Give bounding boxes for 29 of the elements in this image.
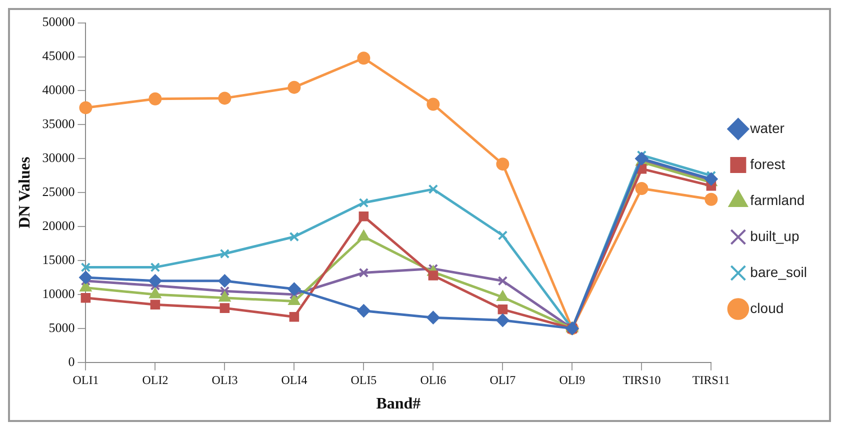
legend-label: farmland <box>750 192 805 208</box>
legend-label: built_up <box>750 228 800 244</box>
y-tick-label: 45000 <box>42 48 75 64</box>
x-tick-label: OLI1 <box>72 372 99 387</box>
x-tick-label: OLI4 <box>281 372 308 387</box>
legend-label: bare_soil <box>750 264 808 280</box>
y-tick-label: 50000 <box>42 14 75 30</box>
legend-label: water <box>749 120 785 136</box>
legend-label: cloud <box>750 300 784 316</box>
x-tick-label: OLI9 <box>559 372 586 387</box>
y-tick-label: 25000 <box>42 184 75 200</box>
y-axis-title: DN Values <box>16 156 34 228</box>
legend-label: forest <box>750 156 786 172</box>
y-tick-label: 15000 <box>42 252 75 267</box>
x-tick-label: OLI7 <box>490 372 516 387</box>
y-tick-label: 30000 <box>42 150 75 166</box>
y-tick-label: 40000 <box>42 82 75 98</box>
x-axis-title: Band# <box>376 396 421 413</box>
y-tick-label: 20000 <box>42 218 75 233</box>
x-tick-label: OLI5 <box>350 372 377 387</box>
y-tick-label: 0 <box>68 354 75 369</box>
x-tick-label: TIRS11 <box>692 372 730 387</box>
x-tick-label: OLI6 <box>420 372 446 387</box>
x-tick-label: OLI2 <box>142 372 168 387</box>
x-tick-label: OLI3 <box>212 372 238 387</box>
y-tick-label: 35000 <box>42 116 75 132</box>
y-tick-label: 5000 <box>48 320 75 335</box>
x-tick-label: TIRS10 <box>622 372 661 387</box>
y-tick-label: 10000 <box>42 286 75 301</box>
